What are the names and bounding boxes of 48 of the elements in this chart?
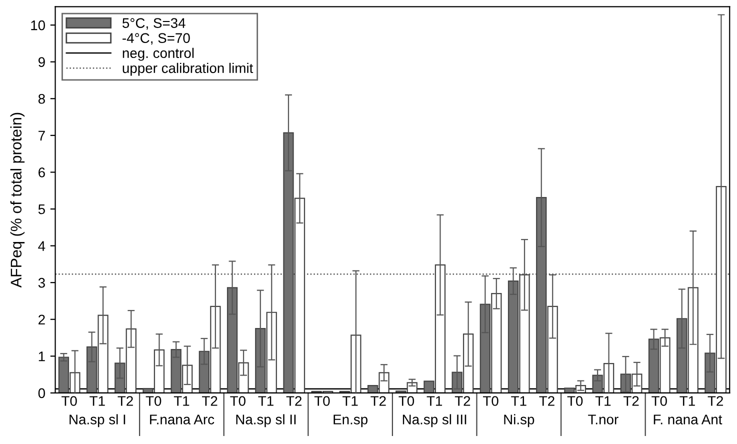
x-tick-label: T1 <box>174 396 190 406</box>
y-tick-label: 3 <box>38 278 45 288</box>
text: Na.sp sl I <box>70 414 126 428</box>
y-tick-label: 0 <box>38 388 46 398</box>
y-tick-label: 6 <box>38 168 45 178</box>
x-tick-label: T0 <box>230 396 246 406</box>
y-tick-label: 1 <box>38 352 45 362</box>
x-tick-label: T0 <box>62 396 77 406</box>
x-tick-label: T2 <box>370 396 386 406</box>
x-tick-label: T0 <box>652 396 667 406</box>
x-tick-label: T2 <box>623 396 639 406</box>
x-tick-label: T2 <box>708 396 723 406</box>
x-tick-label: T1 <box>90 396 105 406</box>
y-tick-label: 4 <box>38 241 46 251</box>
text: Ni.sp <box>504 414 534 428</box>
text: Na.sp sl III <box>402 414 466 428</box>
x-tick-label: T1 <box>511 396 526 406</box>
y-tick-label: 7 <box>38 130 45 140</box>
y-tick-label: 10 <box>31 20 46 30</box>
legend-label: upper calibration limit <box>122 62 254 76</box>
x-tick-label: T1 <box>680 396 695 406</box>
x-tick-label: T0 <box>483 396 498 406</box>
legend-label: -4°C, S=70 <box>122 33 190 45</box>
x-tick-label: T2 <box>539 396 554 406</box>
x-tick-label: T0 <box>398 396 414 406</box>
legend-label: neg. control <box>122 48 194 61</box>
x-tick-label: T2 <box>454 396 470 406</box>
x-tick-label: T1 <box>258 396 274 406</box>
y-tick-label: 9 <box>38 57 45 68</box>
text: En.sp <box>334 414 368 428</box>
x-tick-label: T2 <box>286 396 302 406</box>
y-axis-title: AFPeq (% of total protein) <box>10 112 25 288</box>
x-tick-label: T0 <box>314 396 330 406</box>
legend-label: 5°C, S=34 <box>122 18 186 30</box>
text: F.nana Arc <box>150 414 214 424</box>
x-tick-label: T1 <box>595 396 611 406</box>
y-tick-label: 5 <box>38 204 45 214</box>
y-tick-label: 8 <box>38 94 45 104</box>
text: F. nana Ant <box>654 414 722 424</box>
text: Na.sp sl II <box>236 414 296 428</box>
x-tick-label: T0 <box>146 396 162 406</box>
y-tick-label: 2 <box>38 314 45 324</box>
x-tick-label: T1 <box>342 396 358 406</box>
text: T.nor <box>588 414 618 424</box>
x-tick-label: T2 <box>202 396 218 406</box>
x-tick-label: T0 <box>567 396 583 406</box>
x-tick-label: T2 <box>118 396 133 406</box>
x-tick-label: T1 <box>426 396 442 406</box>
